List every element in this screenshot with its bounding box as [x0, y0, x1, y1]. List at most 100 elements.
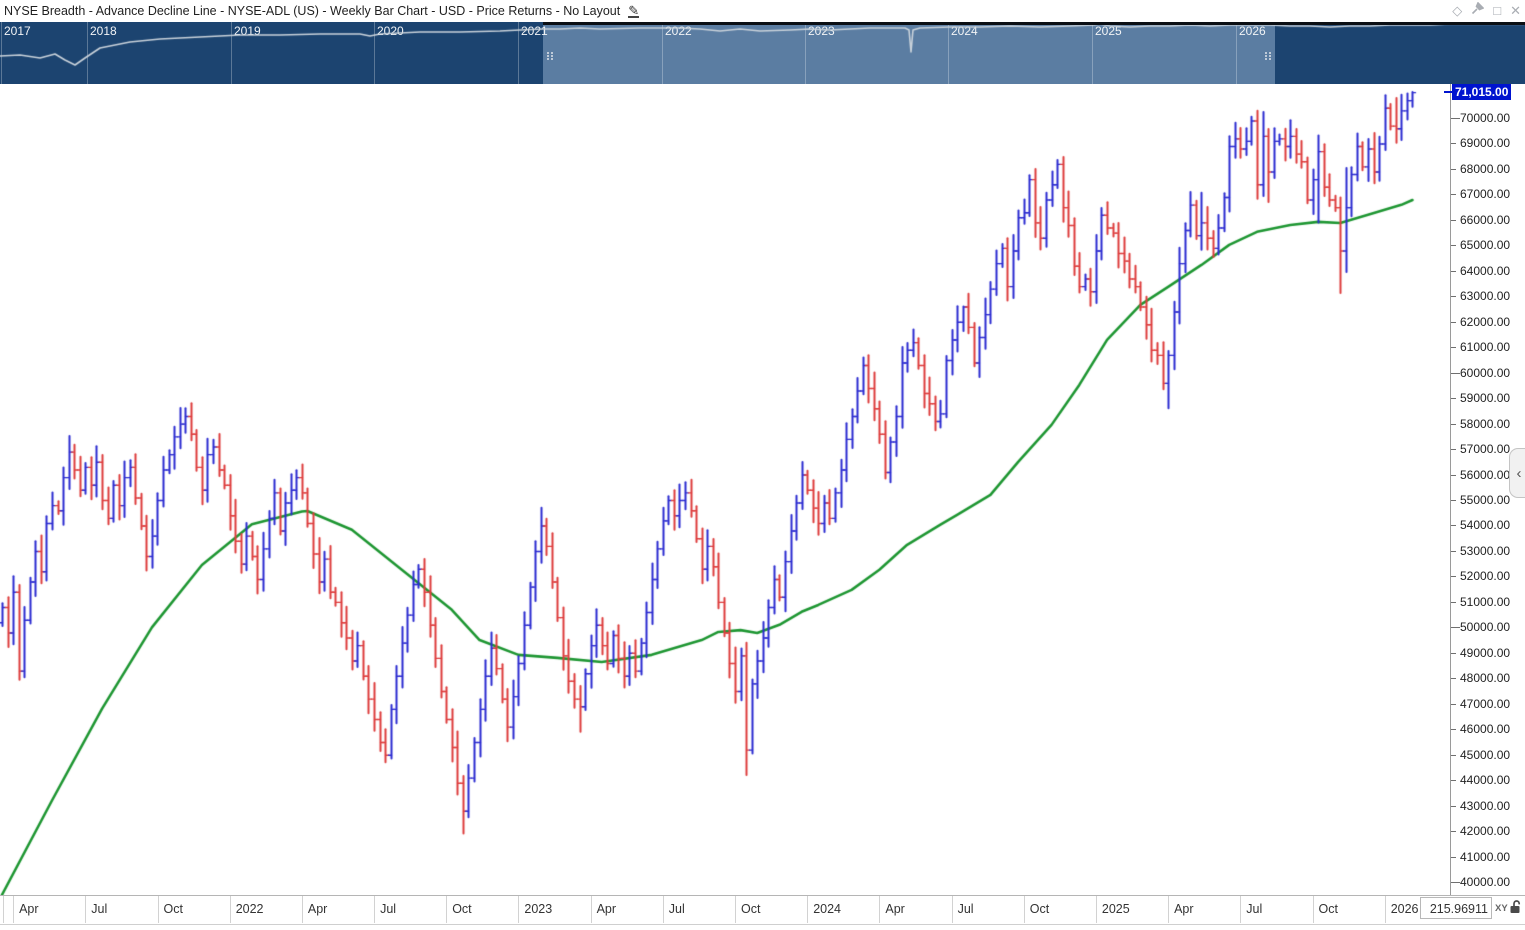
time-axis-label: Jul — [1246, 902, 1263, 916]
price-axis-label: 54000.00 — [1460, 518, 1511, 533]
price-axis-label: 63000.00 — [1460, 289, 1511, 304]
close-icon[interactable]: ✕ — [1510, 2, 1521, 18]
price-axis-tick — [1451, 780, 1456, 782]
price-axis-tick — [1451, 449, 1456, 451]
time-axis-label: Apr — [307, 902, 328, 916]
history-navigator[interactable]: 2017201820192020202120222023202420252026 — [0, 22, 1525, 84]
price-axis-tick — [1451, 270, 1456, 272]
price-axis-tick — [1451, 601, 1456, 603]
price-axis-label: 50000.00 — [1460, 620, 1511, 635]
price-axis-tick — [1451, 296, 1456, 298]
price-axis-tick — [1451, 627, 1460, 629]
navigator-line-chart — [0, 22, 1525, 84]
edit-pencil-icon[interactable]: ✎ — [628, 2, 640, 18]
price-axis-tick — [1451, 398, 1456, 400]
price-axis-tick — [1451, 321, 1456, 323]
price-axis-label: 45000.00 — [1460, 747, 1511, 762]
time-axis-label: Apr — [19, 902, 39, 916]
title-bar: NYSE Breadth - Advance Decline Line - NY… — [0, 0, 1525, 23]
price-axis-label: 65000.00 — [1460, 238, 1511, 253]
unlock-icon[interactable] — [1509, 900, 1522, 919]
price-axis-tick — [1451, 525, 1456, 527]
time-axis-label: Jul — [668, 902, 685, 916]
price-axis-tick — [1451, 831, 1456, 833]
navigator-top-strip — [543, 22, 1525, 25]
selection-right-handle[interactable] — [1265, 48, 1272, 64]
price-axis[interactable]: 40000.00 41000.00 42000.00 43000.00 44000.00… — [1450, 84, 1525, 895]
maximize-icon[interactable]: □ — [1493, 2, 1502, 18]
time-axis-label: Apr — [1174, 902, 1194, 916]
price-axis-tick — [1451, 474, 1456, 476]
price-axis-label: 52000.00 — [1460, 569, 1511, 584]
window-controls: ◇ □ ✕ — [1452, 1, 1521, 19]
price-axis-label: 49000.00 — [1460, 645, 1511, 660]
price-axis-label: 48000.00 — [1460, 671, 1511, 686]
collapse-panel-tab[interactable]: ‹ — [1509, 448, 1525, 498]
price-axis-tick — [1451, 678, 1456, 680]
selection-left-handle[interactable] — [547, 48, 554, 64]
time-axis-label: 2023 — [524, 902, 553, 916]
price-chart-area[interactable] — [0, 84, 1450, 895]
time-axis-separator — [518, 896, 520, 923]
time-axis-separator — [446, 896, 448, 923]
time-axis-label: Jul — [957, 902, 974, 916]
time-axis-separator — [1312, 896, 1314, 923]
price-axis-label: 57000.00 — [1460, 442, 1511, 457]
time-axis-separator — [1023, 896, 1025, 923]
time-axis-label: Apr — [596, 902, 617, 916]
price-axis-tick — [1451, 245, 1456, 247]
time-axis-separator — [85, 896, 87, 923]
chart-title: NYSE Breadth - Advance Decline Line - NY… — [4, 4, 621, 18]
price-axis-label: 58000.00 — [1460, 416, 1511, 431]
price-axis-label: 51000.00 — [1460, 594, 1511, 609]
price-axis-label: 55000.00 — [1460, 493, 1511, 507]
price-axis-label: 59000.00 — [1460, 391, 1511, 406]
time-axis-separator — [807, 896, 809, 923]
price-axis-tick — [1451, 118, 1460, 119]
price-axis-label: 42000.00 — [1460, 824, 1511, 839]
price-axis-tick — [1451, 576, 1456, 578]
pin-icon[interactable] — [1471, 1, 1485, 19]
price-axis-label: 53000.00 — [1460, 543, 1511, 558]
price-axis-label: 61000.00 — [1460, 340, 1511, 355]
time-axis-separator — [374, 896, 376, 923]
time-axis-separator — [301, 896, 303, 923]
time-axis-label: Oct — [163, 902, 183, 916]
time-axis-label: Oct — [1318, 902, 1338, 916]
price-axis-tick — [1451, 550, 1456, 552]
time-axis-label: Apr — [885, 902, 905, 916]
time-axis-separator — [229, 896, 231, 923]
time-axis-separator — [13, 896, 15, 923]
price-axis-label: 41000.00 — [1460, 849, 1511, 864]
time-axis-separator — [1095, 896, 1097, 923]
time-axis-label: Oct — [452, 902, 472, 916]
time-axis-separator — [1384, 896, 1386, 923]
time-axis[interactable]: Apr Jul Oct 2022 Apr Jul Oct 2023 Apr Jul Oct 2024 A… — [0, 895, 1525, 925]
price-axis-tick — [1451, 194, 1456, 196]
price-axis-tick — [1451, 729, 1456, 731]
price-axis-tick — [1451, 882, 1460, 883]
price-axis-label: 62000.00 — [1460, 314, 1511, 329]
time-axis-separator — [3, 896, 4, 923]
price-axis-label: 66000.00 — [1460, 212, 1511, 227]
price-axis-label: 67000.00 — [1460, 187, 1511, 202]
xy-mode-label: XY — [1495, 903, 1508, 914]
coordinate-readout[interactable]: 215.96911 — [1420, 897, 1492, 919]
price-axis-tick — [1451, 703, 1456, 705]
price-axis-label: 68000.00 — [1460, 161, 1511, 176]
price-axis-label: 60000.00 — [1460, 365, 1511, 380]
price-axis-tick — [1451, 423, 1456, 425]
price-axis-label: 56000.00 — [1460, 467, 1511, 482]
time-axis-separator — [951, 896, 953, 923]
price-axis-label: 43000.00 — [1460, 798, 1511, 813]
price-axis-label: 70000.00 — [1460, 111, 1511, 125]
diamond-icon[interactable]: ◇ — [1452, 2, 1463, 18]
price-axis-tick — [1451, 856, 1456, 858]
time-axis-label: 2026 — [1390, 902, 1419, 916]
time-axis-label: Jul — [91, 902, 108, 916]
price-axis-label: 47000.00 — [1460, 696, 1511, 711]
time-axis-separator — [735, 896, 736, 923]
weekly-bar-chart-canvas[interactable] — [0, 84, 1450, 895]
price-axis-label: 40000.00 — [1460, 875, 1511, 889]
time-axis-separator — [879, 896, 881, 923]
